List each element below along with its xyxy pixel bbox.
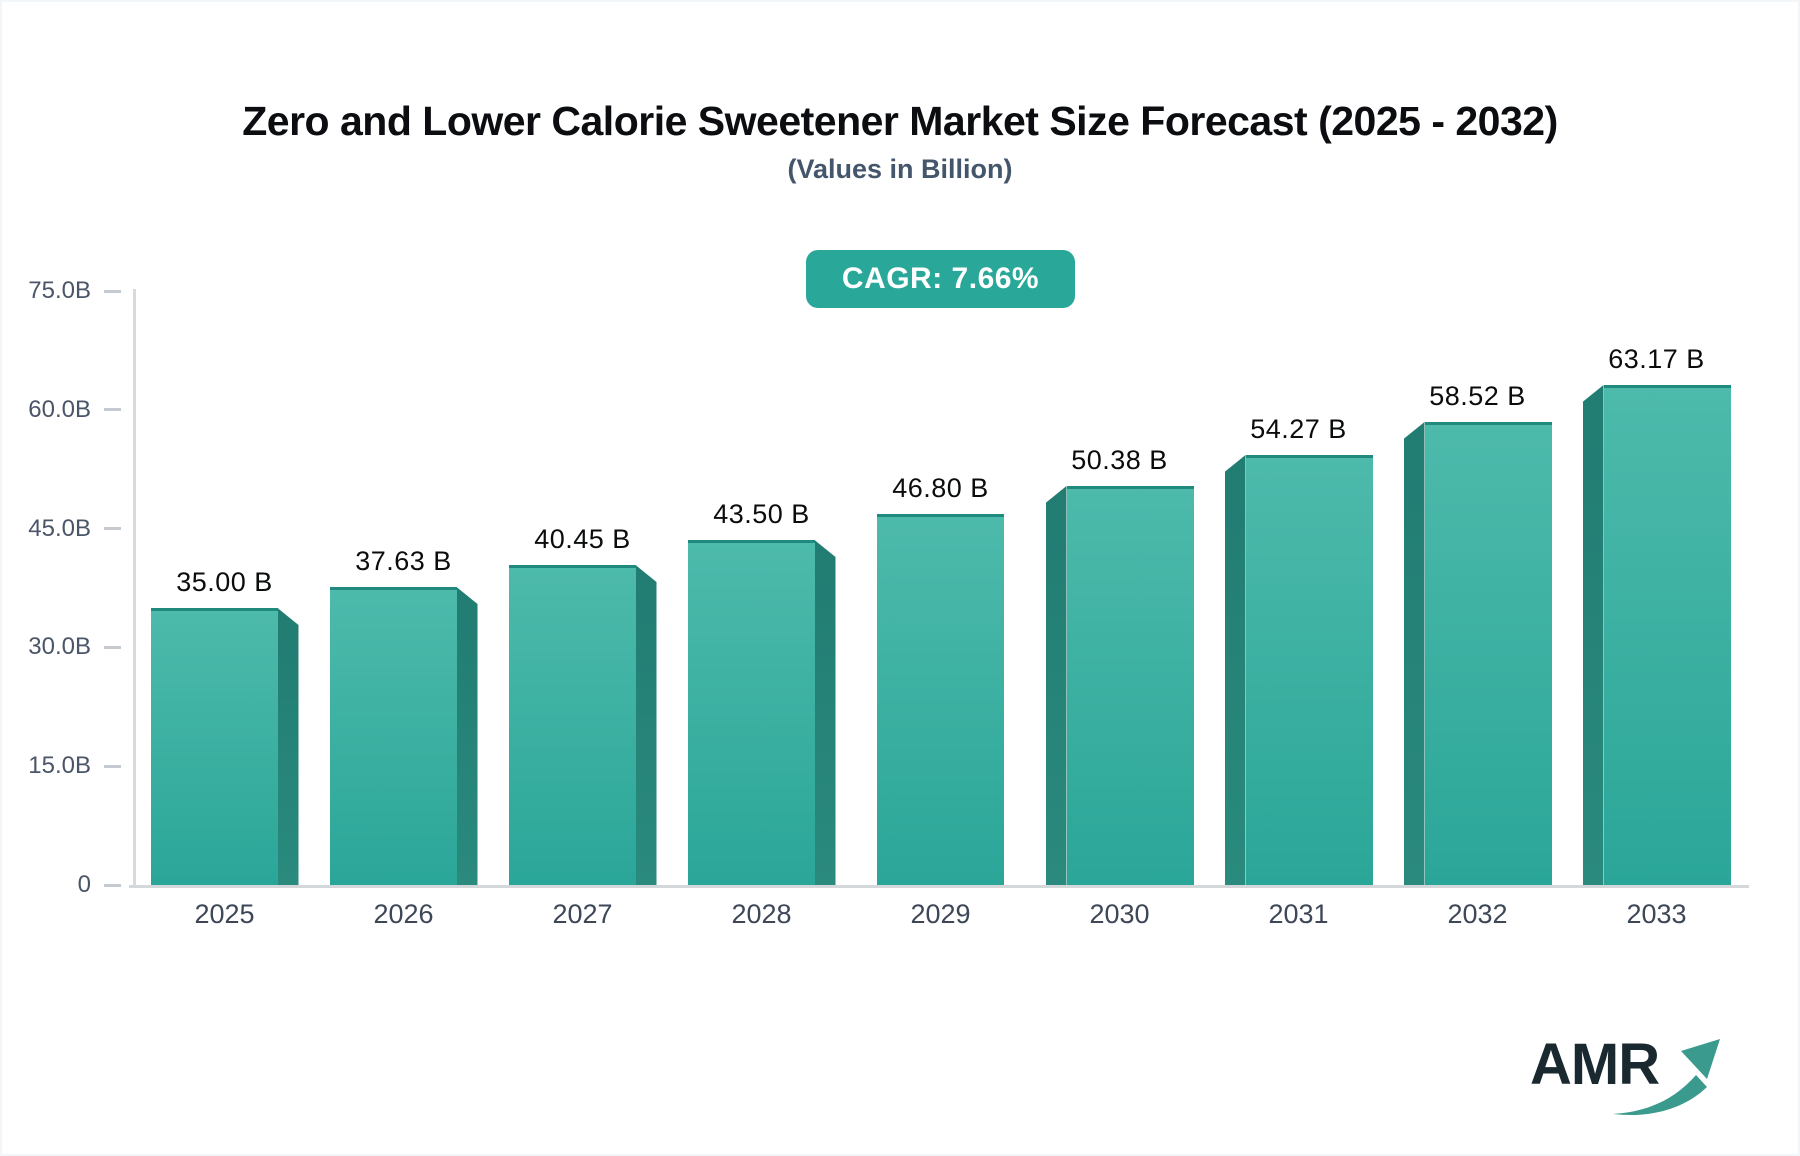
bar-value-label: 46.80 B — [892, 473, 989, 503]
x-axis-line — [129, 885, 1749, 888]
x-tick-label-2026: 2026 — [373, 899, 434, 929]
bar-value-label: 37.63 B — [355, 546, 452, 576]
bar-side-face-2030 — [1045, 486, 1067, 885]
bar-side-face-2033 — [1582, 385, 1604, 885]
bar-value-label: 63.17 B — [1608, 344, 1705, 374]
y-tick-label: 45.0B — [28, 514, 91, 542]
y-tick-mark — [104, 883, 121, 887]
cagr-badge: CAGR: 7.66% — [805, 250, 1076, 308]
bar-2030 — [1066, 486, 1194, 885]
y-tick-label: 0 — [77, 871, 91, 898]
chart-title: Zero and Lower Calorie Sweetener Market … — [242, 98, 1558, 144]
bar-2033 — [1603, 385, 1731, 885]
bar-2032 — [1424, 422, 1552, 885]
bar-value-label: 40.45 B — [534, 524, 631, 554]
y-tick-mark — [104, 289, 121, 293]
cagr-badge-row: CAGR: 7.66% — [135, 250, 1746, 308]
amr-logo-arrow-icon — [1613, 1039, 1720, 1115]
x-tick-label-2033: 2033 — [1626, 899, 1687, 929]
x-tick-label-2027: 2027 — [552, 899, 613, 929]
x-tick-label-2031: 2031 — [1268, 899, 1329, 929]
bar-value-label: 43.50 B — [713, 499, 810, 529]
bar-side-face-2027 — [635, 565, 657, 885]
y-tick-label: 75.0B — [28, 277, 91, 304]
chart-subtitle: (Values in Billion) — [787, 154, 1013, 184]
bar-value-label: 35.00 B — [176, 567, 273, 597]
y-axis-line — [133, 289, 136, 885]
bar-value-label: 58.52 B — [1429, 381, 1526, 411]
y-tick-label: 60.0B — [28, 395, 91, 423]
bar-side-face-2025 — [277, 608, 299, 885]
bar-side-face-2028 — [814, 540, 836, 885]
amr-logo-arrowhead — [1681, 1039, 1720, 1079]
y-tick-mark — [104, 764, 121, 768]
amr-logo-swoosh — [1613, 1075, 1707, 1115]
bar-side-face-2026 — [456, 587, 478, 885]
bar-2025 — [150, 608, 278, 885]
y-tick-label: 30.0B — [28, 633, 91, 661]
x-tick-label-2029: 2029 — [910, 899, 971, 929]
y-tick-label: 15.0B — [28, 752, 91, 780]
y-tick-mark — [104, 408, 121, 412]
bar-2031 — [1245, 455, 1373, 885]
x-tick-label-2025: 2025 — [194, 899, 255, 929]
bar-value-label: 50.38 B — [1071, 445, 1168, 475]
amr-logo: AMR — [1530, 1032, 1720, 1118]
bar-2026 — [329, 587, 457, 885]
x-tick-label-2028: 2028 — [731, 899, 792, 929]
bar-side-face-2032 — [1403, 422, 1425, 885]
x-tick-label-2030: 2030 — [1089, 899, 1150, 929]
y-tick-mark — [104, 645, 121, 649]
x-tick-label-2032: 2032 — [1447, 899, 1508, 929]
amr-logo-text: AMR — [1530, 1032, 1660, 1097]
plot-area: 0 15.0B 30.0B 45.0B 60.0B 75.0B 35.00 B 2025 37.… — [28, 277, 1749, 929]
bar-2028 — [687, 540, 815, 885]
bar-value-label: 54.27 B — [1250, 414, 1347, 444]
bar-2027 — [508, 565, 636, 885]
bar-side-face-2031 — [1224, 455, 1246, 885]
bar-2029 — [877, 514, 1004, 885]
y-tick-mark — [104, 527, 121, 531]
